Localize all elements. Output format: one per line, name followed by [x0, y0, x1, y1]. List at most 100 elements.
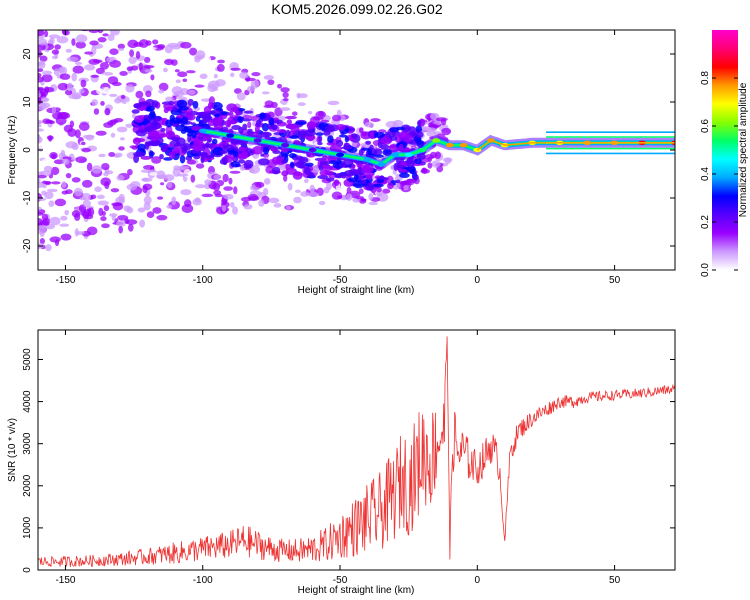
spectrogram-noise-blob — [88, 30, 100, 34]
spectrogram-band-blob — [148, 150, 154, 159]
spectrogram-noise-blob — [72, 30, 78, 38]
spectrogram-noise-blob — [158, 89, 165, 94]
spectrogram-noise-blob — [223, 193, 234, 200]
spectrogram-noise-blob — [278, 198, 290, 204]
spectrogram-noise-blob — [38, 212, 44, 216]
spectrogram-noise-blob — [364, 121, 375, 128]
spectrogram-noise-blob — [370, 118, 381, 122]
spectrogram-noise-blob — [89, 40, 99, 46]
colorbar-tick-label: 0.0 — [700, 263, 711, 277]
spectrogram-noise-blob — [166, 204, 173, 209]
spectrogram-noise-blob — [49, 216, 61, 226]
spectrogram-noise-blob — [41, 190, 47, 196]
spectrogram-noise-blob — [323, 186, 330, 194]
spectrogram-noise-blob — [42, 70, 52, 76]
spectrogram-noise-blob — [38, 225, 46, 229]
spectrogram-noise-blob — [143, 195, 152, 205]
spectrogram-noise-blob — [213, 174, 221, 181]
spectrogram-noise-blob — [68, 94, 81, 100]
spectrogram-band-blob — [405, 165, 416, 172]
spectrogram-noise-blob — [118, 47, 124, 51]
spectrogram-noise-blob — [204, 179, 212, 186]
spectrogram-noise-blob — [97, 200, 109, 206]
spectrogram-band-blob — [246, 130, 255, 135]
spectrogram-band-blob — [223, 144, 235, 151]
spectrogram-noise-blob — [90, 74, 99, 78]
spectrogram-noise-blob — [39, 238, 45, 245]
spectrogram-heatmap — [36, 11, 675, 252]
spectrogram-ridge-point — [308, 147, 317, 153]
snr-y-axis: 0 1000 2000 3000 4000 5000 — [22, 348, 675, 573]
spectrogram-noise-blob — [177, 173, 189, 177]
spectrogram-noise-blob — [139, 219, 146, 228]
spectrogram-noise-blob — [66, 56, 79, 62]
spectrogram-band-blob — [365, 174, 373, 180]
spectrogram-band-blob — [343, 170, 356, 177]
spectrogram-band-blob — [176, 99, 188, 108]
spectrogram-y-tick-label: -20 — [22, 238, 33, 253]
spectrogram-noise-blob — [75, 34, 88, 43]
spectrogram-noise-blob — [38, 134, 41, 143]
spectrogram-band-blob — [405, 159, 415, 168]
spectrogram-noise-blob — [86, 226, 98, 236]
spectrogram-noise-blob — [38, 124, 42, 128]
spectrogram-noise-blob — [216, 63, 225, 72]
spectrogram-band-blob — [187, 98, 194, 106]
spectrogram-noise-blob — [287, 182, 293, 191]
spectrogram-noise-blob — [118, 193, 125, 203]
spectrogram-band-blob — [170, 117, 183, 124]
spectrogram-band-blob — [206, 113, 212, 121]
spectrogram-noise-blob — [221, 205, 227, 212]
spectrogram-noise-blob — [403, 184, 409, 191]
spectrogram-band-blob — [180, 129, 187, 134]
spectrogram-noise-blob — [222, 173, 229, 183]
spectrogram-noise-blob — [74, 114, 80, 119]
spectrogram-band-blob — [133, 151, 146, 157]
spectrogram-noise-blob — [98, 153, 106, 158]
spectrogram-noise-blob — [106, 57, 114, 63]
spectrogram-noise-blob — [51, 106, 57, 114]
spectrogram-noise-blob — [138, 39, 149, 48]
spectrogram-band-blob — [149, 139, 161, 147]
spectrogram-noise-blob — [294, 189, 301, 194]
spectrogram-band-blob — [289, 135, 299, 140]
spectrogram-noise-blob — [192, 198, 202, 206]
spectrogram-band-blob — [284, 115, 297, 120]
spectrogram-band-blob — [252, 146, 264, 155]
snr-x-label: Height of straight line (km) — [298, 585, 415, 596]
spectrogram-y-tick-label: -10 — [22, 190, 33, 205]
spectrogram-noise-blob — [368, 193, 374, 201]
spectrogram-noise-blob — [44, 244, 52, 252]
spectrogram-noise-blob — [358, 188, 364, 195]
spectrogram-noise-blob — [195, 163, 205, 169]
spectrogram-noise-blob — [164, 59, 174, 66]
spectrogram-noise-blob — [49, 236, 61, 243]
spectrogram-noise-blob — [87, 207, 95, 217]
spectrogram-noise-blob — [142, 177, 149, 182]
spectrogram-band-blob — [220, 150, 228, 154]
spectrogram-noise-blob — [230, 67, 241, 71]
spectrogram-noise-blob — [303, 178, 309, 184]
spectrogram-noise-blob — [50, 166, 60, 176]
spectrogram-noise-blob — [126, 183, 138, 191]
spectrogram-noise-blob — [38, 119, 43, 125]
spectrogram-noise-blob — [309, 184, 315, 193]
spectrogram-noise-blob — [171, 196, 177, 206]
spectrogram-noise-blob — [100, 216, 107, 222]
spectrogram-band-blob — [362, 164, 374, 173]
spectrogram-noise-blob — [282, 91, 289, 99]
spectrogram-noise-blob — [95, 67, 105, 75]
spectrogram-ridge-point — [198, 128, 207, 133]
spectrogram-x-axis: -150 -100 -50 0 50 — [55, 30, 621, 286]
spectrogram-noise-blob — [230, 202, 235, 208]
spectrogram-noise-blob — [65, 172, 72, 179]
spectrogram-band-blob — [318, 135, 323, 143]
spectrogram-noise-blob — [36, 11, 46, 15]
snr-y-tick-label: 3000 — [22, 432, 33, 455]
spectrogram-noise-blob — [195, 184, 206, 189]
spectrogram-noise-blob — [163, 67, 168, 73]
spectrogram-noise-blob — [57, 25, 62, 30]
spectrogram-band-blob — [262, 146, 270, 155]
spectrogram-noise-blob — [268, 197, 280, 204]
spectrogram-band-blob — [192, 142, 203, 152]
